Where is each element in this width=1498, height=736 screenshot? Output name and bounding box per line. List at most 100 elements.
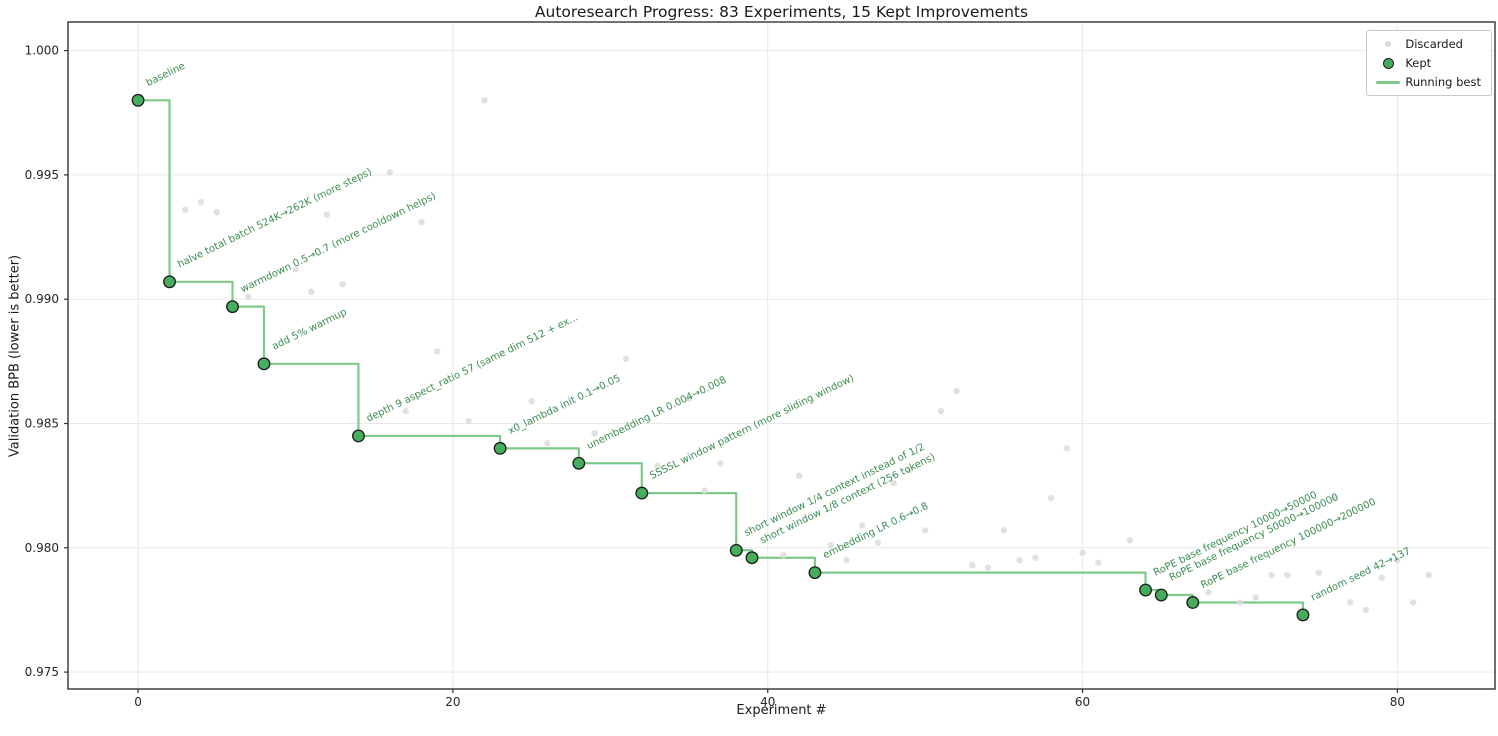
discarded-point — [339, 281, 346, 288]
discarded-point — [1252, 594, 1259, 601]
discarded-point — [1000, 527, 1008, 534]
kept-point — [572, 456, 586, 470]
annotation-label: baseline — [145, 61, 187, 89]
legend: Discarded Kept Running best — [1366, 30, 1492, 96]
discarded-point — [1126, 537, 1133, 544]
discarded-point — [858, 522, 866, 529]
chart-title: Autoresearch Progress: 83 Experiments, 1… — [534, 3, 1029, 21]
discarded-point — [685, 395, 693, 402]
discarded-point — [213, 208, 220, 216]
discarded-point — [544, 440, 551, 447]
kept-point — [635, 486, 649, 500]
annotation-label: warmdown 0.5→0.7 (more cooldown helps) — [239, 191, 438, 296]
discarded-point — [874, 539, 882, 547]
discarded-point — [182, 206, 189, 213]
annotation-label: SSSSL window pattern (more sliding windo… — [648, 373, 856, 482]
y-tick-label: 0.980 — [25, 541, 59, 555]
discarded-point — [433, 348, 441, 355]
discarded-point — [1284, 571, 1291, 579]
discarded-point — [1016, 557, 1023, 564]
kept-point — [351, 429, 365, 443]
discarded-point — [1346, 599, 1354, 606]
y-tick-label: 0.975 — [25, 665, 59, 679]
discarded-point — [1362, 606, 1370, 614]
kept-point — [1154, 588, 1168, 602]
legend-label-kept: Kept — [1405, 56, 1432, 70]
kept-point — [226, 300, 239, 314]
discarded-point — [1425, 571, 1433, 579]
discarded-point — [921, 527, 929, 534]
y-tick-label: 0.995 — [25, 168, 59, 182]
discarded-point — [1268, 571, 1275, 579]
discarded-point — [780, 552, 787, 559]
kept-point — [1186, 596, 1200, 609]
discarded-point — [197, 199, 205, 206]
discarded-point — [654, 462, 661, 469]
discarded-point — [1205, 589, 1212, 596]
discarded-point — [1331, 494, 1338, 502]
discarded-point — [827, 542, 834, 549]
discarded-point — [1063, 445, 1071, 452]
discarded-point — [323, 211, 331, 218]
x-tick-label: 20 — [445, 695, 460, 709]
kept-marker-icon — [1371, 57, 1405, 69]
kept-point — [257, 357, 271, 371]
discarded-marker-icon — [1371, 41, 1405, 47]
kept-point — [1296, 608, 1310, 622]
discarded-point — [245, 293, 252, 300]
y-axis-label: Validation BPB (lower is better) — [7, 254, 23, 458]
discarded-point — [402, 407, 409, 415]
legend-item-kept: Kept — [1371, 55, 1481, 71]
running-best-marker-icon — [1371, 80, 1405, 84]
discarded-point — [528, 397, 535, 405]
discarded-point — [1378, 574, 1385, 581]
discarded-point — [1095, 559, 1102, 566]
x-axis-label: Experiment # — [736, 703, 827, 718]
discarded-point — [717, 460, 724, 467]
discarded-point — [984, 564, 992, 571]
legend-item-discarded: Discarded — [1371, 36, 1481, 52]
annotation-label: add 5% warmup — [270, 307, 348, 353]
discarded-point — [906, 467, 913, 474]
discarded-point — [1236, 599, 1244, 606]
discarded-point — [418, 218, 425, 226]
discarded-point — [465, 417, 472, 425]
legend-label-running-best: Running best — [1405, 75, 1481, 89]
discarded-point — [622, 355, 630, 363]
discarded-point — [796, 472, 803, 479]
annotation-label: halve total batch 524K→262K (more steps) — [176, 167, 374, 271]
discarded-point — [701, 487, 708, 494]
x-tick-label: 40 — [760, 695, 775, 709]
discarded-point — [1409, 599, 1417, 606]
discarded-point — [1032, 554, 1039, 561]
discarded-point — [481, 97, 488, 104]
kept-point — [493, 441, 507, 455]
kept-point — [745, 551, 759, 565]
discarded-point — [1079, 549, 1086, 556]
kept-point — [729, 543, 743, 557]
legend-label-discarded: Discarded — [1405, 37, 1463, 51]
discarded-point — [591, 430, 598, 437]
y-tick-label: 1.000 — [25, 44, 59, 58]
discarded-point — [890, 479, 897, 487]
annotation-label: RoPE base frequency 50000→100000 — [1168, 492, 1341, 584]
axes-frame — [67, 21, 1496, 690]
discarded-point — [308, 288, 315, 295]
kept-point — [163, 275, 176, 289]
discarded-point — [1394, 557, 1401, 564]
x-tick-label: 80 — [1390, 695, 1405, 709]
y-tick-label: 0.985 — [25, 416, 59, 430]
kept-point — [808, 566, 822, 580]
discarded-point — [1315, 569, 1322, 576]
discarded-point — [953, 387, 960, 395]
annotation-label: x0_lambda init 0.1→0.05 — [507, 373, 623, 437]
discarded-point — [1047, 494, 1055, 502]
discarded-point — [969, 561, 976, 569]
y-tick-label: 0.990 — [25, 292, 59, 306]
kept-point — [131, 93, 145, 107]
discarded-point — [937, 407, 945, 415]
discarded-point — [843, 557, 850, 564]
x-tick-label: 0 — [134, 695, 142, 709]
